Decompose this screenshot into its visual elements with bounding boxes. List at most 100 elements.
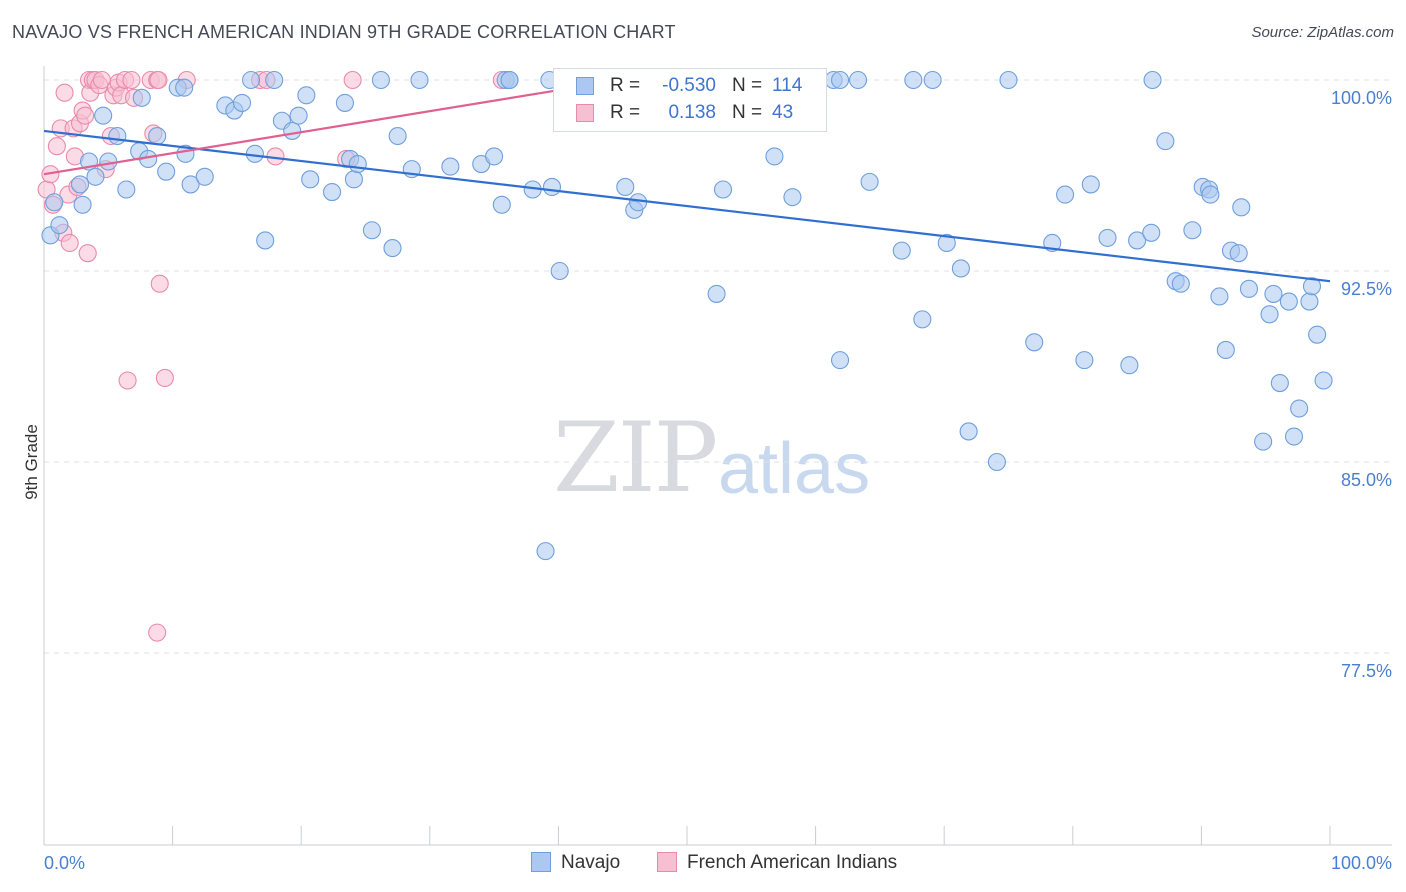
r-value: -0.530: [662, 75, 716, 96]
navajo-point: [132, 88, 151, 107]
french-point: [78, 244, 97, 263]
navajo-point: [629, 193, 648, 212]
french-point: [150, 274, 169, 293]
navajo-point: [410, 70, 429, 90]
trend-lines: [43, 89, 1331, 283]
r-label: R =: [610, 75, 641, 96]
french-swatch: [576, 104, 594, 122]
navajo-point: [348, 154, 367, 174]
navajo-point: [441, 157, 460, 176]
y-tick-label: 100.0%: [1331, 88, 1392, 108]
navajo-point: [1025, 333, 1044, 352]
navajo-point: [1183, 221, 1202, 240]
n-value: 114: [772, 75, 803, 96]
y-tick-label: 77.5%: [1341, 661, 1392, 681]
legend-label-french: French American Indians: [687, 852, 898, 873]
navajo-point: [1056, 185, 1075, 204]
watermark-zip: ZIP: [553, 402, 718, 514]
navajo-point: [256, 231, 275, 250]
r-value: 0.138: [668, 102, 716, 123]
navajo-point: [904, 70, 923, 90]
navajo-point: [830, 70, 850, 90]
navajo-point: [232, 93, 252, 112]
watermark-atlas: atlas: [718, 429, 871, 509]
navajo-point: [73, 195, 92, 214]
navajo-point: [550, 261, 569, 281]
navajo-point: [1171, 274, 1190, 293]
r-label: R =: [610, 102, 641, 123]
navajo-point: [301, 170, 320, 189]
navajo-point: [1260, 305, 1279, 324]
legend-item-navajo[interactable]: Navajo: [531, 852, 620, 874]
navajo-point: [1142, 223, 1161, 242]
navajo-point: [175, 78, 194, 97]
french-trend-line: [43, 89, 559, 176]
navajo-point: [951, 259, 970, 278]
navajo-point: [1081, 175, 1100, 194]
navajo-point: [45, 193, 64, 212]
navajo-point: [1216, 340, 1235, 359]
navajo-point: [707, 284, 726, 303]
navajo-point: [959, 422, 978, 441]
french-point: [76, 106, 95, 125]
french-point: [343, 70, 362, 90]
navajo-point: [1264, 284, 1283, 303]
french-point: [122, 70, 141, 90]
y-tick-label: 92.5%: [1341, 279, 1392, 299]
navajo-point: [1210, 287, 1229, 306]
navajo-point: [713, 180, 733, 199]
navajo-point: [70, 175, 90, 194]
navajo-point: [195, 167, 214, 186]
navajo-point: [344, 170, 363, 189]
legend-label-navajo: Navajo: [561, 852, 621, 873]
navajo-point: [492, 195, 511, 214]
navajo-point: [1284, 427, 1304, 446]
source-credit: Source: ZipAtlas.com: [1251, 24, 1394, 41]
navajo-point: [99, 152, 118, 171]
navajo-point: [1314, 371, 1333, 390]
navajo-point: [1201, 185, 1220, 204]
navajo-point: [485, 147, 504, 166]
navajo-point: [94, 106, 113, 125]
navajo-point: [1143, 70, 1162, 90]
navajo-point: [500, 70, 519, 90]
navajo-point: [297, 86, 316, 105]
navajo-point: [335, 93, 354, 112]
navajo-point: [913, 310, 932, 329]
navajo-point: [1156, 132, 1175, 151]
y-axis-label: 9th Grade: [22, 424, 41, 500]
navajo-point: [1300, 292, 1319, 311]
navajo-point: [923, 70, 942, 90]
navajo-point: [1232, 198, 1251, 217]
navajo-swatch: [576, 77, 594, 95]
navajo-point: [1098, 228, 1117, 247]
navajo-point: [1229, 244, 1248, 263]
navajo-point: [616, 177, 635, 197]
legend-item-french[interactable]: French American Indians: [657, 852, 897, 874]
navajo-point: [1290, 399, 1309, 418]
french-point: [47, 137, 66, 156]
tick-labels: 77.5% 85.0% 92.5% 100.0% 0.0% 100.0%: [44, 88, 1392, 873]
french-point: [60, 233, 79, 253]
navajo-point: [999, 70, 1018, 90]
navajo-point: [148, 126, 167, 146]
navajo-point: [117, 180, 136, 199]
navajo-point: [1254, 432, 1273, 451]
n-label: N =: [732, 75, 763, 96]
navajo-point: [542, 177, 562, 197]
navajo-point: [860, 172, 879, 191]
french-point: [149, 70, 168, 90]
navajo-swatch: [531, 852, 551, 872]
navajo-point: [1302, 277, 1322, 296]
navajo-point: [1120, 356, 1139, 375]
x-tick-label: 100.0%: [1331, 853, 1392, 873]
navajo-point: [388, 126, 407, 146]
navajo-point: [86, 167, 105, 186]
n-value: 43: [772, 102, 794, 123]
navajo-point: [848, 70, 868, 90]
french-point: [148, 623, 167, 642]
navajo-point: [937, 233, 956, 253]
navajo-point: [892, 241, 911, 260]
navajo-point: [1279, 292, 1298, 311]
